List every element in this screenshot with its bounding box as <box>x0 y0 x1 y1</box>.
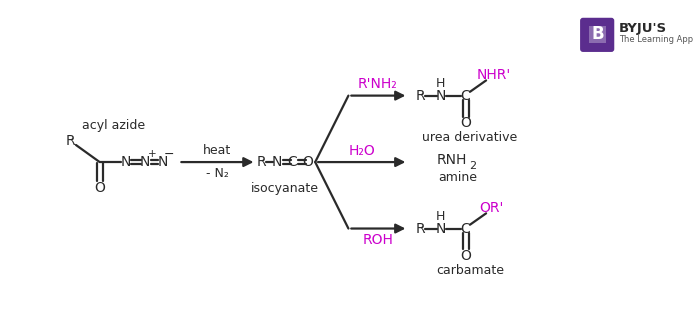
Text: NHR': NHR' <box>477 68 511 82</box>
Text: carbamate: carbamate <box>436 264 504 277</box>
Text: R: R <box>256 155 266 169</box>
Text: R'NH₂: R'NH₂ <box>358 77 398 91</box>
FancyBboxPatch shape <box>580 18 615 52</box>
Bar <box>589 26 606 43</box>
Text: - N₂: - N₂ <box>206 167 229 180</box>
Text: acyl azide: acyl azide <box>83 119 146 132</box>
Text: H: H <box>436 77 445 90</box>
Text: B: B <box>592 25 604 43</box>
Text: OR': OR' <box>480 201 504 215</box>
Text: R: R <box>65 134 75 148</box>
Text: amine: amine <box>438 171 477 184</box>
Text: isocyanate: isocyanate <box>251 182 318 195</box>
Text: urea derivative: urea derivative <box>422 131 517 144</box>
Text: H₂O: H₂O <box>349 144 375 158</box>
Text: heat: heat <box>203 144 232 157</box>
Text: C: C <box>461 89 470 103</box>
Text: C: C <box>461 221 470 235</box>
Text: 2: 2 <box>469 161 477 171</box>
Text: −: − <box>164 148 174 161</box>
Text: N: N <box>435 221 446 235</box>
Text: N: N <box>120 155 130 169</box>
Text: O: O <box>461 249 472 263</box>
Text: ROH: ROH <box>363 233 393 247</box>
Text: R: R <box>416 221 426 235</box>
Text: RNH: RNH <box>437 153 467 167</box>
Text: O: O <box>302 155 313 169</box>
Text: N: N <box>272 155 282 169</box>
Text: N: N <box>140 155 150 169</box>
Text: C: C <box>288 155 298 169</box>
Text: O: O <box>461 116 472 130</box>
Text: The Learning App: The Learning App <box>619 35 693 44</box>
Text: O: O <box>94 181 105 195</box>
Text: N: N <box>435 89 446 103</box>
Text: +: + <box>148 149 156 160</box>
Text: R: R <box>416 89 426 103</box>
Text: H: H <box>436 210 445 223</box>
Text: N: N <box>158 155 167 169</box>
Text: BYJU'S: BYJU'S <box>619 22 667 35</box>
